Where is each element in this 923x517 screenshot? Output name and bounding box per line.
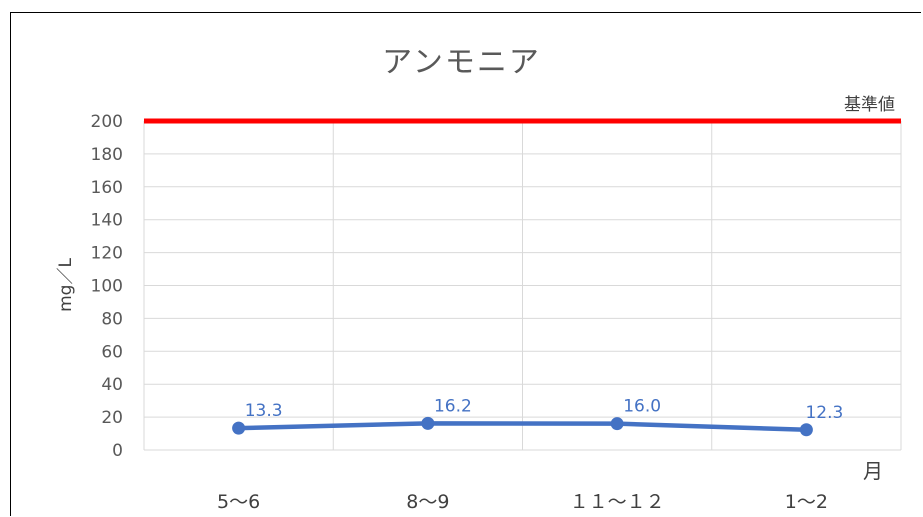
series-line <box>238 421 807 433</box>
reference-line-label: 基準値 <box>844 95 895 115</box>
data-label: 12.3 <box>805 403 843 423</box>
y-tick-label: 100 <box>91 277 123 297</box>
y-tick-label: 140 <box>91 211 123 231</box>
data-label: 13.3 <box>245 401 283 421</box>
x-tick-label: 5～6 <box>217 491 260 513</box>
chart-title: アンモニア <box>382 45 541 80</box>
x-axis-label: 月 <box>863 459 883 483</box>
y-tick-label: 40 <box>101 375 123 395</box>
data-point <box>421 416 435 430</box>
y-tick-label: 0 <box>112 441 123 461</box>
y-tick-label: 180 <box>91 145 123 165</box>
data-label: 16.0 <box>623 397 661 417</box>
x-tick-label: １１～１２ <box>570 491 665 513</box>
y-axis-ticks: 0 20 40 60 80 100 120 140 160 180 200 <box>91 112 123 461</box>
y-tick-label: 120 <box>91 244 123 264</box>
y-tick-label: 60 <box>101 342 123 362</box>
data-point <box>232 421 246 435</box>
chart-frame <box>10 12 921 516</box>
data-point <box>610 417 624 431</box>
x-tick-label: 8～9 <box>406 491 449 513</box>
y-axis-label: mg／L <box>56 258 76 312</box>
y-tick-label: 80 <box>101 309 123 329</box>
x-tick-label: 1～2 <box>785 491 828 513</box>
y-tick-label: 200 <box>91 112 123 132</box>
data-point <box>799 423 813 437</box>
reference-layer: 基準値 <box>144 95 901 124</box>
y-tick-label: 20 <box>101 408 123 428</box>
data-label: 16.2 <box>434 396 472 416</box>
y-tick-label: 160 <box>91 178 123 198</box>
series-layer: 13.3 16.2 16.0 12.3 <box>232 396 843 437</box>
x-axis-ticks: 5～6 8～9 １１～１２ 1～2 <box>217 491 828 513</box>
